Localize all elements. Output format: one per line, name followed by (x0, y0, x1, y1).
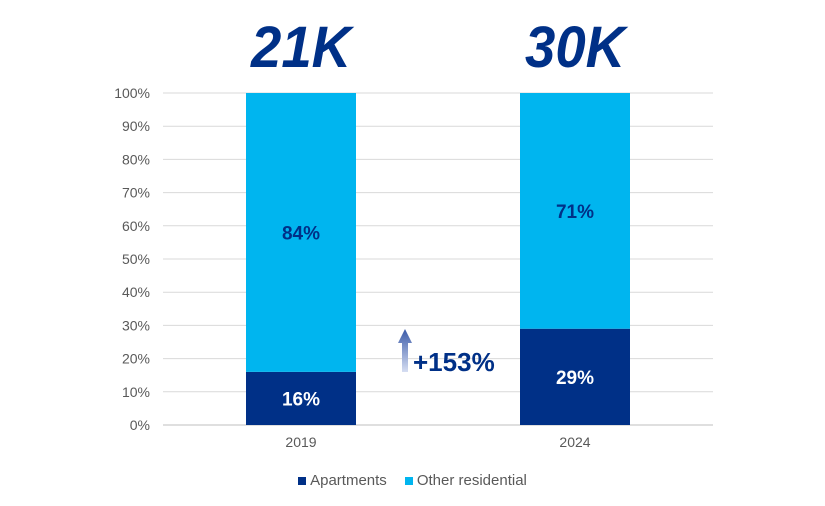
growth-annotation: +153% (413, 347, 495, 377)
data-label: 29% (556, 368, 594, 389)
data-label: 71% (556, 202, 594, 223)
y-tick-label: 10% (122, 384, 150, 400)
legend-label: Other residential (416, 472, 527, 489)
data-label: 84% (282, 223, 320, 244)
total-label: 30K (525, 15, 629, 80)
y-tick-label: 70% (122, 185, 150, 201)
y-tick-label: 60% (122, 218, 150, 234)
bar-segment-other-residential (246, 93, 356, 372)
legend-swatch (298, 477, 307, 486)
y-tick-label: 20% (122, 351, 150, 367)
x-tick-label: 2019 (285, 434, 316, 450)
legend-item-other-residential: Other residential (404, 472, 527, 489)
y-tick-label: 50% (122, 251, 150, 267)
y-tick-label: 100% (114, 85, 150, 101)
bar-segment-apartments (520, 328, 630, 425)
data-label: 16% (282, 389, 320, 410)
bar-segment-other-residential (520, 93, 630, 329)
legend: Apartments Other residential (0, 472, 825, 489)
y-tick-label: 0% (130, 417, 150, 433)
legend-label: Apartments (310, 472, 387, 489)
total-label: 21K (250, 15, 355, 80)
y-tick-label: 90% (122, 118, 150, 134)
bar-segment-apartments (246, 371, 356, 425)
x-tick-label: 2024 (559, 434, 590, 450)
y-tick-label: 30% (122, 317, 150, 333)
legend-item-apartments: Apartments (298, 472, 387, 489)
legend-swatch (404, 477, 413, 486)
y-tick-label: 80% (122, 151, 150, 167)
y-tick-label: 40% (122, 284, 150, 300)
up-arrow-icon (398, 329, 412, 372)
